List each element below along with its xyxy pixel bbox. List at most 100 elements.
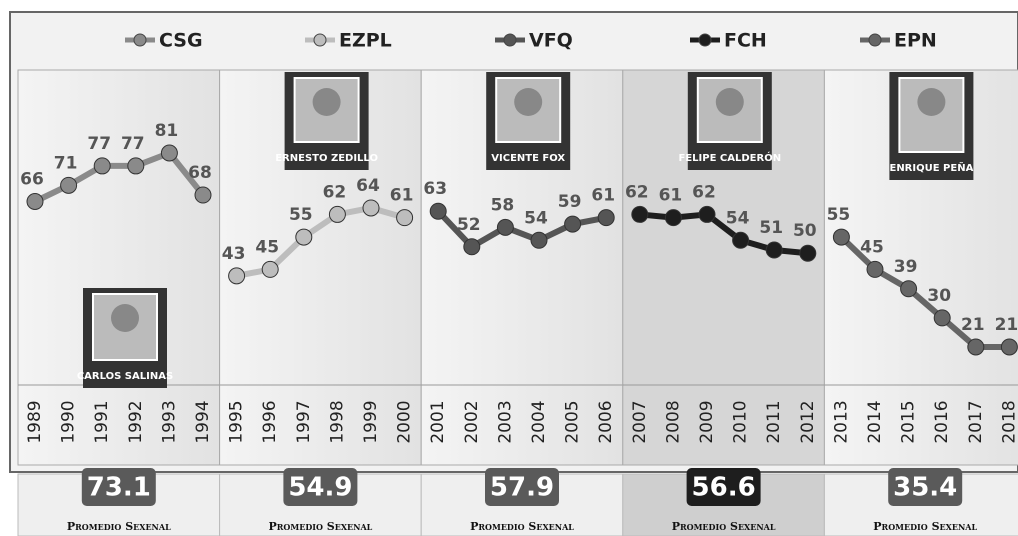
data-point <box>665 210 681 226</box>
data-point <box>397 210 413 226</box>
period-panel <box>18 70 220 465</box>
x-tick-label: 2016 <box>932 400 952 443</box>
x-tick-label: 1997 <box>294 400 314 443</box>
data-point <box>262 261 278 277</box>
x-tick-label: 2005 <box>563 400 583 443</box>
data-label: 58 <box>491 195 515 215</box>
legend-marker <box>869 34 881 46</box>
data-point <box>229 268 245 284</box>
legend-marker <box>504 34 516 46</box>
data-point <box>733 232 749 248</box>
legend-label: EZPL <box>339 30 392 52</box>
data-point <box>699 206 715 222</box>
x-tick-label: 1991 <box>92 400 112 443</box>
data-label: 64 <box>356 176 380 196</box>
legend-marker <box>134 34 146 46</box>
x-tick-label: 2010 <box>731 400 751 443</box>
data-point <box>901 281 917 297</box>
data-point <box>632 206 648 222</box>
data-label: 62 <box>692 182 716 202</box>
president-name: FELIPE CALDERÓN <box>679 151 782 164</box>
x-tick-label: 1990 <box>59 400 79 443</box>
legend-label: EPN <box>894 30 937 52</box>
x-tick-label: 2012 <box>798 400 818 443</box>
legend-label: VFQ <box>529 30 573 52</box>
data-point <box>968 339 984 355</box>
average: 57.9 <box>490 473 554 503</box>
average-caption: Promedio Sexenal <box>873 520 977 533</box>
x-tick-label: 1995 <box>227 400 247 443</box>
data-point <box>598 210 614 226</box>
legend-label: CSG <box>159 30 203 52</box>
x-tick-label: 2002 <box>462 400 482 443</box>
x-tick-label: 2004 <box>529 400 549 443</box>
average: 35.4 <box>893 473 957 503</box>
president-name: CARLOS SALINAS <box>77 371 173 382</box>
data-point <box>94 158 110 174</box>
data-label: 61 <box>591 186 615 206</box>
data-point <box>766 242 782 258</box>
data-label: 77 <box>121 134 145 154</box>
data-point <box>531 232 547 248</box>
x-tick-label: 1994 <box>193 400 213 443</box>
data-label: 52 <box>457 215 481 235</box>
legend-label: FCH <box>724 30 767 52</box>
data-point <box>464 239 480 255</box>
data-point <box>497 219 513 235</box>
photo-face <box>514 88 542 116</box>
data-point <box>61 177 77 193</box>
president-name: ENRIQUE PEÑA <box>889 161 973 174</box>
x-tick-label: 2001 <box>428 400 448 443</box>
data-label: 66 <box>20 170 44 190</box>
data-label: 55 <box>827 205 851 225</box>
x-tick-label: 2011 <box>764 400 784 443</box>
data-label: 77 <box>87 134 111 154</box>
data-point <box>161 145 177 161</box>
x-tick-label: 2018 <box>999 400 1018 443</box>
average: 73.1 <box>87 473 151 503</box>
average-caption: Promedio Sexenal <box>268 520 372 533</box>
x-tick-label: 1992 <box>126 400 146 443</box>
data-label: 61 <box>659 186 683 206</box>
data-point <box>565 216 581 232</box>
x-tick-label: 2009 <box>697 400 717 443</box>
data-label: 45 <box>255 237 279 257</box>
data-label: 61 <box>390 186 414 206</box>
data-point <box>1001 339 1017 355</box>
data-label: 71 <box>54 153 78 173</box>
data-label: 45 <box>860 237 884 257</box>
data-label: 81 <box>155 121 179 141</box>
data-label: 21 <box>961 315 985 335</box>
average-caption: Promedio Sexenal <box>470 520 574 533</box>
data-label: 55 <box>289 205 313 225</box>
x-tick-label: 2008 <box>663 400 683 443</box>
data-point <box>363 200 379 216</box>
data-point <box>128 158 144 174</box>
data-label: 63 <box>423 179 447 199</box>
average: 56.6 <box>692 473 756 503</box>
x-tick-label: 2000 <box>395 400 415 443</box>
data-label: 21 <box>995 315 1018 335</box>
data-label: 59 <box>558 192 582 212</box>
legend-marker <box>314 34 326 46</box>
x-tick-label: 2003 <box>495 400 515 443</box>
data-label: 68 <box>188 163 212 183</box>
data-label: 39 <box>894 257 918 277</box>
data-label: 62 <box>323 182 347 202</box>
average-caption: Promedio Sexenal <box>67 520 171 533</box>
x-tick-label: 1998 <box>327 400 347 443</box>
data-point <box>430 203 446 219</box>
x-tick-label: 1999 <box>361 400 381 443</box>
data-label: 62 <box>625 182 649 202</box>
data-point <box>934 310 950 326</box>
average-caption: Promedio Sexenal <box>672 520 776 533</box>
data-label: 43 <box>222 244 246 264</box>
photo-face <box>313 88 341 116</box>
data-point <box>329 206 345 222</box>
president-name: VICENTE FOX <box>491 153 565 164</box>
data-point <box>27 194 43 210</box>
chart: CARLOS SALINAS73.1Promedio SexenalERNEST… <box>0 0 1018 536</box>
data-label: 50 <box>793 221 817 241</box>
x-tick-label: 1993 <box>159 400 179 443</box>
data-point <box>195 187 211 203</box>
